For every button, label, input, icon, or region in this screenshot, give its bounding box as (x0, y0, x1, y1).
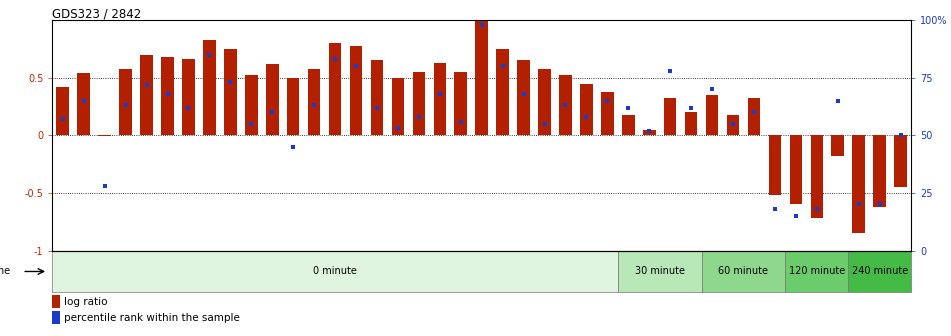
Bar (873, 135, 886, 207)
Bar (98, 135, 111, 136)
Bar (894, 135, 907, 187)
Bar (329, 43, 341, 135)
FancyBboxPatch shape (702, 251, 786, 292)
Text: 30 minute: 30 minute (634, 266, 685, 276)
Text: GDS323 / 2842: GDS323 / 2842 (52, 7, 142, 20)
Bar (77, 73, 90, 135)
Bar (476, 20, 488, 135)
Text: 120 minute: 120 minute (788, 266, 844, 276)
Bar (685, 112, 697, 135)
Bar (664, 98, 676, 135)
Bar (371, 60, 383, 135)
Bar (224, 49, 237, 135)
Bar (496, 49, 509, 135)
Text: percentile rank within the sample: percentile rank within the sample (65, 312, 241, 323)
Bar (517, 60, 530, 135)
Bar (622, 115, 634, 135)
FancyBboxPatch shape (52, 251, 618, 292)
FancyBboxPatch shape (618, 251, 702, 292)
Bar (852, 135, 865, 233)
FancyBboxPatch shape (848, 251, 911, 292)
Bar (559, 76, 572, 135)
Bar (434, 63, 446, 135)
Bar (162, 57, 174, 135)
Bar (350, 45, 362, 135)
Bar (643, 130, 655, 135)
Bar (768, 135, 781, 195)
FancyBboxPatch shape (786, 251, 848, 292)
Bar (308, 69, 320, 135)
Bar (455, 72, 467, 135)
Bar (810, 135, 823, 218)
Bar (141, 55, 153, 135)
Bar (52, 295, 60, 308)
Text: log ratio: log ratio (65, 297, 107, 307)
Bar (56, 87, 69, 135)
Bar (52, 311, 60, 324)
Bar (392, 78, 404, 135)
Bar (831, 135, 844, 156)
Bar (266, 64, 279, 135)
Text: 0 minute: 0 minute (313, 266, 357, 276)
Bar (727, 115, 739, 135)
Bar (204, 40, 216, 135)
Bar (580, 84, 592, 135)
Bar (183, 59, 195, 135)
Bar (538, 69, 551, 135)
Bar (245, 76, 258, 135)
Bar (747, 98, 760, 135)
Bar (706, 95, 718, 135)
Text: 60 minute: 60 minute (719, 266, 768, 276)
Text: time: time (0, 266, 11, 277)
Bar (601, 92, 613, 135)
Bar (119, 69, 132, 135)
Bar (413, 72, 425, 135)
Bar (789, 135, 802, 204)
Bar (287, 78, 300, 135)
Text: 240 minute: 240 minute (851, 266, 908, 276)
